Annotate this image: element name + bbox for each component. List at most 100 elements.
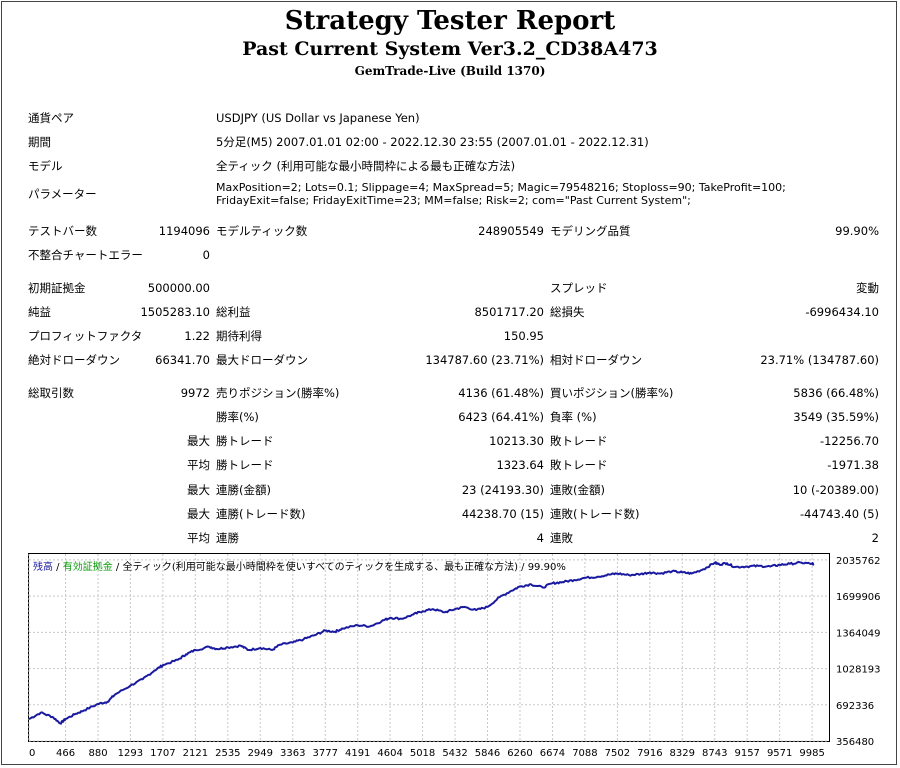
legend-model-quality: 全ティック(利用可能な最小時間枠を使いすべてのティックを生成する、最も正確な方法… <box>122 562 566 573</box>
consec-win-cnt-label: 連勝(トレード数) <box>216 507 306 521</box>
pair-label: 通貨ペア <box>28 111 74 125</box>
legend-equity: 有効証拠金 <box>62 562 113 573</box>
avg-win-streak-value: 4 <box>536 531 544 545</box>
maxwin-label: 勝トレード <box>216 434 274 448</box>
maxloss-label: 敗トレード <box>550 434 608 448</box>
long-label: 買いポジション(勝率%) <box>550 386 674 400</box>
ticks-label: モデルティック数 <box>216 224 308 238</box>
x-tick-label: 466 <box>56 748 75 759</box>
x-tick-label: 4191 <box>345 748 370 759</box>
balance-chart: 356480 692336 1028193 1364049 1699906 2035762… <box>28 553 881 759</box>
x-tick-label: 8743 <box>702 748 727 759</box>
maxloss-value: -12256.70 <box>819 434 879 448</box>
abs-dd-value: 66341.70 <box>155 353 210 367</box>
x-tick-label: 7502 <box>605 748 630 759</box>
plot-area <box>28 553 830 742</box>
quality-label: モデリング品質 <box>550 224 631 238</box>
x-tick-label: 4604 <box>377 748 402 759</box>
trades-value: 9972 <box>180 386 210 400</box>
report-title: Strategy Tester Report <box>284 6 616 36</box>
x-tick-label: 7916 <box>637 748 662 759</box>
x-tick-label: 2121 <box>183 748 208 759</box>
gross-profit-label: 総利益 <box>216 305 251 319</box>
x-tick-label: 9985 <box>799 748 824 759</box>
avg-word: 平均 <box>187 458 210 472</box>
pf-value: 1.22 <box>184 329 210 343</box>
winrate-label: 勝率(%) <box>216 410 259 424</box>
x-tick-label: 9157 <box>734 748 759 759</box>
winrate-value: 6423 (64.41%) <box>458 410 544 424</box>
net-value: 1505283.10 <box>140 305 210 319</box>
ticks-value: 248905549 <box>478 224 544 238</box>
maxwin-value: 10213.30 <box>489 434 544 448</box>
avg-loss-streak-value: 2 <box>871 531 879 545</box>
gross-profit-value: 8501717.20 <box>474 305 544 319</box>
y-tick-label: 692336 <box>836 701 874 712</box>
x-tick-label: 1293 <box>118 748 143 759</box>
y-tick-label: 1699906 <box>836 592 881 603</box>
y-tick-label: 1028193 <box>836 665 881 676</box>
lossrate-value: 3549 (35.59%) <box>793 410 879 424</box>
quality-value: 99.90% <box>835 224 879 238</box>
rel-dd-value: 23.71% (134787.60) <box>760 353 879 367</box>
period-value: 5分足(M5) 2007.01.01 02:00 - 2022.12.30 23… <box>216 135 649 149</box>
gross-loss-label: 総損失 <box>550 305 585 319</box>
long-value: 5836 (66.48%) <box>793 386 879 400</box>
server-build: GemTrade-Live (Build 1370) <box>354 64 546 78</box>
x-tick-label: 0 <box>29 748 35 759</box>
errors-value: 0 <box>202 248 210 262</box>
deposit-label: 初期証拠金 <box>28 281 86 295</box>
chart-legend: 残高 / 有効証拠金 / 全ティック(利用可能な最小時間枠を使いすべてのティック… <box>33 558 566 573</box>
expected-value: 150.95 <box>503 329 544 343</box>
avgwin-value: 1323.64 <box>496 458 544 472</box>
avgwin-label: 勝トレード <box>216 458 274 472</box>
x-tick-label: 5018 <box>410 748 435 759</box>
deposit-value: 500000.00 <box>147 281 210 295</box>
y-tick-label: 356480 <box>836 737 874 748</box>
params-value: MaxPosition=2; Lots=0.1; Slippage=4; Max… <box>216 181 786 207</box>
bars-label: テストバー数 <box>28 224 97 238</box>
max-word-3: 最大 <box>187 507 210 521</box>
errors-label: 不整合チャートエラー <box>28 248 143 262</box>
y-tick-label: 2035762 <box>836 556 881 567</box>
max-dd-label: 最大ドローダウン <box>216 353 308 367</box>
pair-value: USDJPY (US Dollar vs Japanese Yen) <box>216 111 420 125</box>
x-tick-label: 5432 <box>442 748 467 759</box>
short-label: 売りポジション(勝率%) <box>216 386 340 400</box>
x-tick-label: 3363 <box>280 748 305 759</box>
legend-balance: 残高 <box>33 562 53 573</box>
avgloss-value: -1971.38 <box>827 458 879 472</box>
period-label: 期間 <box>28 135 51 149</box>
x-tick-label: 9571 <box>767 748 792 759</box>
rel-dd-label: 相対ドローダウン <box>550 353 642 367</box>
consec-loss-amt-label: 連敗(金額) <box>550 483 605 497</box>
short-value: 4136 (61.48%) <box>458 386 544 400</box>
x-tick-label: 6260 <box>507 748 532 759</box>
consec-win-cnt-value: 44238.70 (15) <box>461 507 544 521</box>
avg-loss-streak-label: 連敗 <box>550 531 573 545</box>
max-word: 最大 <box>187 434 210 448</box>
x-tick-label: 7088 <box>572 748 597 759</box>
avgloss-label: 敗トレード <box>550 458 608 472</box>
max-word-2: 最大 <box>187 483 210 497</box>
abs-dd-label: 絶対ドローダウン <box>28 353 120 367</box>
spread-label: スプレッド <box>550 281 608 295</box>
x-tick-label: 880 <box>88 748 107 759</box>
model-label: モデル <box>28 159 63 173</box>
x-tick-label: 6674 <box>540 748 565 759</box>
legend-sep-1: / <box>53 562 63 573</box>
net-label: 純益 <box>28 305 51 319</box>
consec-loss-amt-value: 10 (-20389.00) <box>792 483 879 497</box>
consec-loss-cnt-label: 連敗(トレード数) <box>550 507 640 521</box>
x-tick-label: 1707 <box>150 748 175 759</box>
x-tick-label: 8329 <box>670 748 695 759</box>
model-value: 全ティック (利用可能な最小時間枠による最も正確な方法) <box>216 159 516 173</box>
gross-loss-value: -6996434.10 <box>805 305 879 319</box>
x-tick-label: 3777 <box>313 748 338 759</box>
consec-win-amt-label: 連勝(金額) <box>216 483 271 497</box>
y-tick-label: 1364049 <box>836 628 881 639</box>
balance-line <box>28 561 815 725</box>
spread-value: 変動 <box>856 281 879 295</box>
bars-value: 1194096 <box>158 224 210 238</box>
